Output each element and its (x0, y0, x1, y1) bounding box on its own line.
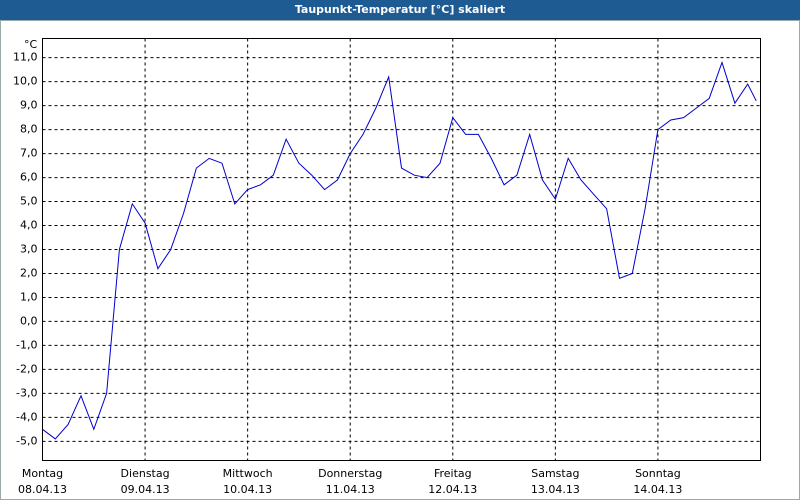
data-line (42, 60, 757, 440)
y-unit: °C (24, 38, 38, 51)
x-tick-label: Sonntag (635, 467, 681, 480)
y-tick-label: 7,0 (20, 147, 38, 160)
y-tick-label: -4,0 (16, 410, 37, 423)
x-tick-date: 10.04.13 (223, 483, 272, 496)
y-tick-label: 8,0 (20, 123, 38, 136)
y-tick-label: 5,0 (20, 195, 38, 208)
x-tick-date: 12.04.13 (428, 483, 477, 496)
y-tick-label: 4,0 (20, 219, 38, 232)
y-tick-label: 1,0 (20, 290, 38, 303)
y-tick-label: 3,0 (20, 243, 38, 256)
x-tick-date: 14.04.13 (633, 483, 682, 496)
y-tick-label: 11,0 (13, 51, 38, 64)
y-tick-label: 6,0 (20, 171, 38, 184)
y-tick-label: 9,0 (20, 99, 38, 112)
x-tick-label: Dienstag (121, 467, 170, 480)
x-tick-label: Freitag (434, 467, 472, 480)
x-tick-label: Samstag (531, 467, 579, 480)
title-bar (0, 0, 800, 20)
y-tick-label: 0,0 (20, 314, 38, 327)
y-tick-label: -5,0 (16, 434, 37, 447)
frame (0, 20, 800, 500)
x-tick-date: 08.04.13 (18, 483, 67, 496)
y-tick-label: -2,0 (16, 362, 37, 375)
x-tick-label: Donnerstag (318, 467, 382, 480)
y-tick-label: 2,0 (20, 266, 38, 279)
x-tick-label: Mittwoch (223, 467, 273, 480)
x-tick-label: Montag (22, 467, 63, 480)
x-tick-date: 11.04.13 (326, 483, 375, 496)
chart-title: Taupunkt-Temperatur [°C] skaliert (295, 3, 505, 16)
x-tick-date: 13.04.13 (531, 483, 580, 496)
x-tick-date: 09.04.13 (121, 483, 170, 496)
y-tick-label: -1,0 (16, 338, 37, 351)
y-tick-label: -3,0 (16, 386, 37, 399)
plot-border (42, 38, 761, 461)
y-tick-label: 10,0 (13, 75, 38, 88)
